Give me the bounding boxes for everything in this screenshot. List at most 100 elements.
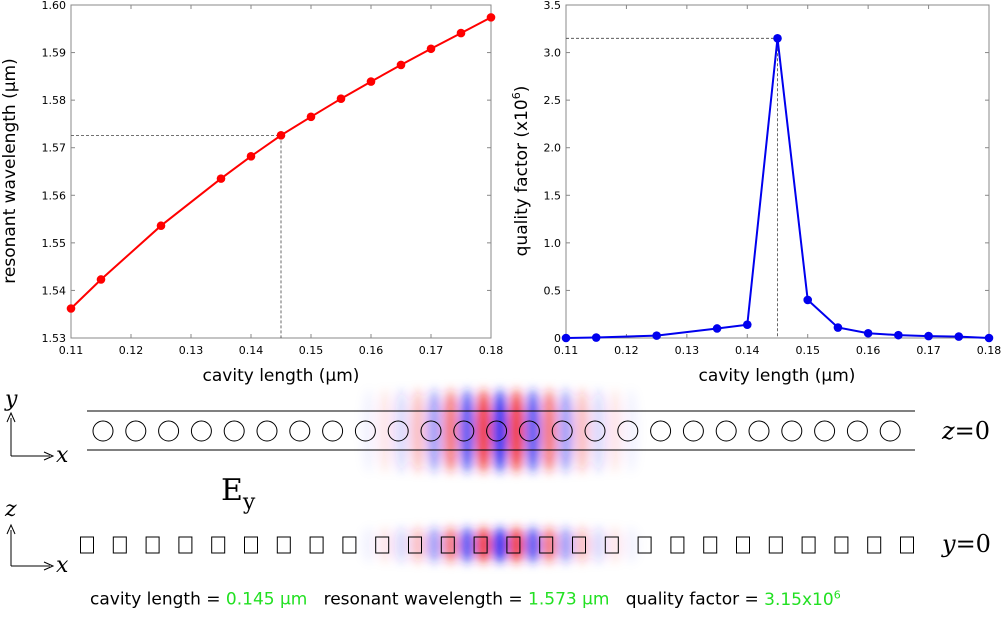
air-hole: [617, 420, 639, 442]
plane-variable: z: [941, 417, 955, 445]
air-hole-section: [539, 536, 554, 554]
air-hole: [223, 420, 245, 442]
air-hole-section: [178, 536, 193, 554]
air-hole-section: [572, 536, 586, 554]
data-point: [773, 34, 782, 43]
field-lobe: [624, 527, 639, 563]
air-hole-section: [506, 536, 521, 554]
air-hole: [814, 420, 836, 442]
x-tick-label: 0.13: [675, 344, 700, 357]
y-axis-label: resonant wavelength (μm): [0, 58, 20, 283]
series-line: [565, 38, 990, 339]
air-hole-section: [244, 536, 258, 554]
data-point: [894, 330, 903, 340]
y-axis-label-exponent: 6: [510, 92, 523, 99]
air-hole-section: [670, 536, 685, 554]
x-tick-label: 0.13: [179, 344, 204, 357]
field-lobe: [493, 527, 507, 563]
data-point: [246, 151, 256, 161]
field-lobe: [493, 389, 507, 473]
data-point: [306, 112, 316, 122]
data-point: [984, 333, 994, 343]
tick-layer: 0.11 0.12 0.13 0.14 0.15 0.16 0.17 0.18 1.53 1.54…: [42, 0, 504, 357]
quality-factor-chart: 0.11 0.12 0.13 0.14 0.15 0.16 0.17 0.18 0 0.5 1.0 1…: [510, 0, 1001, 386]
air-hole: [846, 420, 868, 442]
air-hole: [289, 420, 311, 442]
air-hole-section: [309, 536, 324, 554]
field-lobe: [476, 527, 491, 563]
hole-row: [92, 420, 901, 442]
air-hole: [322, 420, 344, 442]
field-lobe: [558, 527, 573, 563]
axis-label-y: y: [4, 387, 18, 412]
data-point: [426, 44, 436, 54]
field-lobe: [542, 527, 557, 563]
caption: cavity length = 0.145 μm resonant wavele…: [90, 588, 841, 610]
y-tick-label: 1.58: [42, 94, 67, 107]
field-lobe: [525, 527, 540, 563]
field-lobe: [427, 527, 442, 563]
field-lobe: [394, 527, 409, 563]
quality-factor-label: quality factor =: [625, 589, 765, 610]
air-hole-section: [276, 536, 291, 554]
axis-glyph-bottom: z x: [4, 497, 69, 578]
y-tick-label: 3.0: [544, 47, 562, 60]
field-lobe: [575, 389, 589, 473]
air-hole-section: [145, 536, 160, 554]
air-hole-section: [604, 536, 619, 554]
x-tick-label: 0.16: [856, 344, 881, 357]
x-tick-label: 0.16: [359, 344, 384, 357]
air-hole-section: [768, 536, 783, 554]
field-lobe: [575, 527, 589, 563]
field-lobe: [607, 527, 622, 563]
field-label-main: E: [221, 473, 243, 508]
field-panel: y x z x Ey z=0 y=0: [4, 387, 991, 578]
data-point: [486, 13, 496, 22]
air-hole-section: [440, 536, 455, 554]
y-tick-label: 1.55: [42, 237, 67, 250]
field-lobe: [411, 389, 425, 473]
y-tick-label: 1.59: [42, 47, 67, 60]
data-point: [216, 174, 226, 183]
plane-label-top: z=0: [941, 417, 990, 445]
axis-glyph-top: y x: [4, 387, 69, 468]
data-point: [863, 328, 873, 338]
x-tick-label: 0.15: [299, 344, 324, 357]
y-tick-label: 1.0: [544, 237, 562, 250]
x-tick-label: 0.18: [977, 344, 1002, 357]
field-lobe: [378, 527, 393, 563]
x-tick-label: 0.14: [735, 344, 760, 357]
x-tick-label: 0.17: [419, 344, 444, 357]
field-lobe: [525, 389, 540, 473]
x-tick-label: 0.12: [614, 344, 639, 357]
field-lobe: [460, 527, 475, 563]
air-hole-section: [703, 536, 718, 554]
y-tick-label: 1.56: [42, 189, 67, 202]
air-hole: [125, 420, 147, 442]
air-hole: [518, 420, 540, 442]
plane-equation: =0: [956, 530, 991, 558]
air-hole-section: [408, 536, 422, 554]
data-point: [396, 60, 406, 70]
air-hole-section: [900, 536, 914, 554]
plane-label-bottom: y=0: [941, 530, 991, 558]
field-lobe: [591, 389, 606, 473]
wavelength-chart: 0.11 0.12 0.13 0.14 0.15 0.16 0.17 0.18 1.53 1.54…: [0, 0, 503, 386]
data-point: [954, 332, 964, 341]
cavity-length-value: 0.145 μm: [225, 589, 308, 610]
field-lobe: [427, 389, 442, 473]
field-lobe: [394, 389, 409, 473]
air-hole-section: [80, 536, 94, 554]
air-hole: [682, 420, 704, 442]
y-tick-label: 1.53: [42, 332, 67, 345]
x-tick-label: 0.11: [59, 344, 84, 357]
guide-layer: [566, 37, 778, 338]
field-lobe: [509, 527, 524, 563]
field-lobe: [476, 389, 491, 473]
field-lobe: [542, 389, 557, 473]
axis-label-x: x: [56, 553, 69, 578]
field-lobe: [460, 389, 475, 473]
air-hole: [551, 420, 573, 442]
air-hole-section: [736, 536, 750, 554]
guide-layer: [71, 134, 282, 338]
